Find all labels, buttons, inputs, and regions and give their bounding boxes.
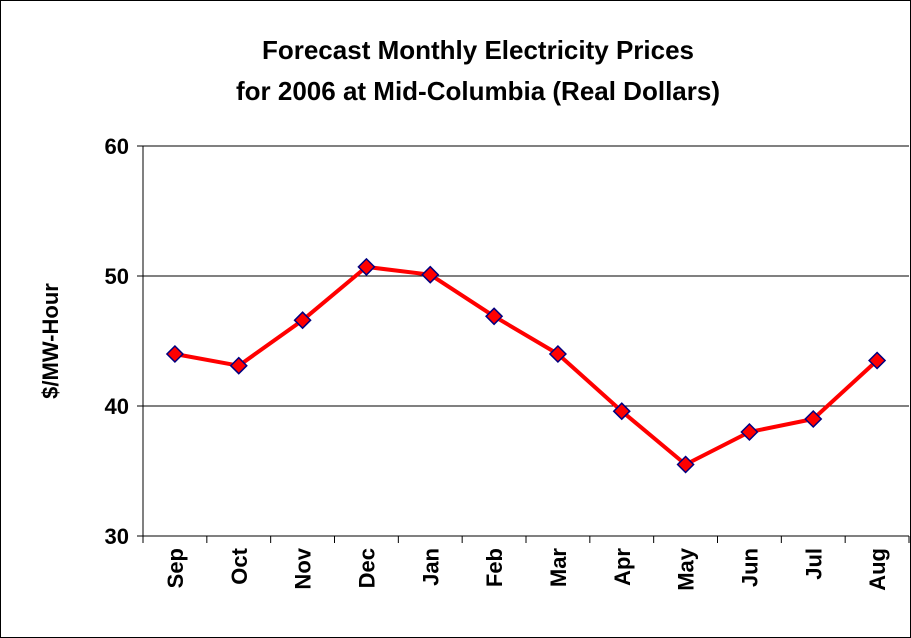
data-line: [174, 264, 879, 467]
x-tick-label: Dec: [354, 548, 379, 588]
data-marker: [421, 265, 440, 284]
data-marker: [804, 409, 823, 429]
chart-title: Forecast Monthly Electricity Prices: [262, 35, 694, 65]
data-marker: [229, 356, 248, 375]
chart-title: for 2006 at Mid-Columbia (Real Dollars): [236, 76, 720, 106]
x-tick-label: Nov: [291, 547, 316, 589]
x-tick-label: Feb: [482, 548, 507, 587]
x-tick-label: Sep: [163, 548, 188, 588]
y-tick-label: 40: [105, 394, 129, 419]
x-tick-label: Jun: [737, 548, 762, 587]
data-marker: [740, 422, 759, 442]
data-marker: [612, 402, 631, 421]
x-tick-label: Jul: [801, 548, 826, 580]
data-marker: [485, 307, 504, 326]
y-tick-label: 30: [105, 524, 129, 549]
data-marker: [293, 311, 312, 330]
data-marker: [676, 455, 695, 474]
x-tick-label: Aug: [865, 548, 890, 591]
y-tick-label: 50: [105, 264, 129, 289]
data-marker: [868, 351, 887, 370]
y-tick-label: 60: [105, 134, 129, 159]
x-tick-label: May: [674, 547, 699, 591]
x-tick-label: Oct: [227, 547, 252, 584]
x-tick-label: Apr: [610, 548, 635, 586]
data-marker: [165, 344, 184, 364]
x-tick-label: Mar: [546, 548, 571, 588]
data-marker: [548, 344, 567, 364]
x-tick-label: Jan: [418, 548, 443, 586]
y-axis-label: $/MW-Hour: [38, 283, 63, 399]
data-marker: [357, 257, 376, 276]
